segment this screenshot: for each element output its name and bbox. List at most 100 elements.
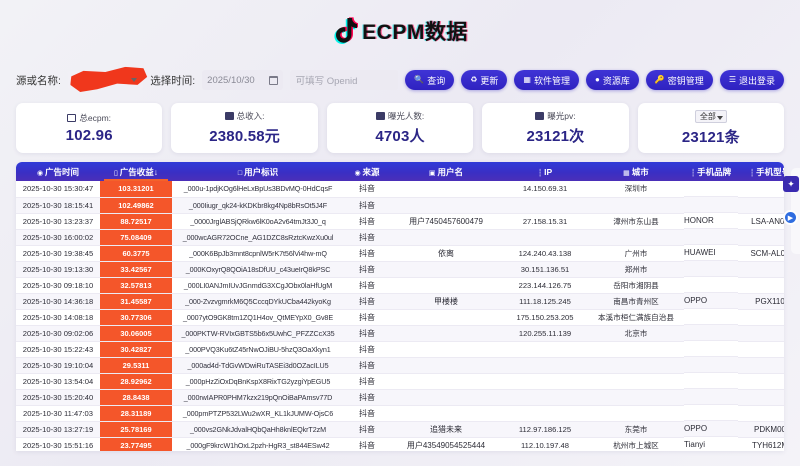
cell-username xyxy=(390,261,502,278)
play-icon[interactable]: ▶ xyxy=(785,212,796,223)
source-select[interactable] xyxy=(67,71,143,90)
cell-phone-model: LSA-AN00 xyxy=(738,213,784,230)
cell-phone-model xyxy=(738,277,784,294)
cell-ad-time: 2025-10-30 13:54:04 xyxy=(16,373,100,390)
cell-source: 抖音 xyxy=(344,341,390,358)
table-body: 2025-10-30 15:30:47 103.31201 _000u-1pdjKO… xyxy=(16,181,784,451)
action-button-group: 🔍 查询 ♻ 更新 ▦ 软件管理 ● 资源库 🔑 密钥管理 ☰ 退出登录 xyxy=(405,70,784,90)
cell-source: 抖音 xyxy=(344,373,390,390)
table-row[interactable]: 2025-10-30 19:38:45 60.3775 _000K6BpJb3mnt… xyxy=(16,245,784,262)
column-header-phone-brand[interactable]: ┆ 手机品牌 xyxy=(684,162,738,181)
cell-city: 东莞市 xyxy=(588,421,684,438)
table-row[interactable]: 2025-10-30 11:47:03 28.31189 _000pmPTZP532… xyxy=(16,405,784,422)
key-manage-button[interactable]: 🔑 密钥管理 xyxy=(645,70,713,90)
cell-ad-time: 2025-10-30 19:10:04 xyxy=(16,357,100,374)
cell-ad-revenue: 28.8438 xyxy=(100,389,172,406)
date-input[interactable]: 2025/10/30 xyxy=(202,70,283,90)
cell-phone-model xyxy=(738,197,784,214)
column-header-source[interactable]: ◉ 来源 xyxy=(344,162,390,181)
table-row[interactable]: 2025-10-30 14:08:18 30.77306 _0007ytO9GK8t… xyxy=(16,309,784,326)
cell-ip: 124.240.43.138 xyxy=(502,245,588,262)
stat-card-income: 总收入: 2380.58元 xyxy=(171,103,318,153)
openid-search-input[interactable]: 可填写 Openid xyxy=(289,70,399,90)
logout-button[interactable]: ☰ 退出登录 xyxy=(719,70,784,90)
table-row[interactable]: 2025-10-30 09:02:06 30.06005 _000PKTW-RVIx… xyxy=(16,325,784,342)
table-row[interactable]: 2025-10-30 13:23:37 88.72517 _0000JrglABSj… xyxy=(16,213,784,230)
column-header-username[interactable]: ▣ 用户名 xyxy=(390,162,502,181)
sparkle-icon[interactable]: ✦ xyxy=(783,176,799,192)
stat-label: 总ecpm: xyxy=(67,112,111,124)
eye-icon xyxy=(535,112,545,120)
cell-city: 漳州市东山县 xyxy=(588,213,684,230)
cell-user-id: _000vs2GNkJdvalHQbQaHh8knlEQkrT2zM xyxy=(172,421,344,438)
cell-phone-model xyxy=(738,261,784,278)
cell-city: 深圳市 xyxy=(588,181,684,198)
column-header-ad-time[interactable]: ◉ 广告时间 xyxy=(16,162,100,181)
cell-user-id: _000ad4d-TdGvWDwiRuTASEi3d0OZacILU5 xyxy=(172,357,344,374)
column-header-ad-revenue[interactable]: ▯ 广告收益↓ xyxy=(100,162,172,181)
cell-username xyxy=(390,405,502,422)
brand: ECPM数据 xyxy=(332,16,468,46)
key-manage-button-label: 密钥管理 xyxy=(667,75,704,86)
software-manage-button[interactable]: ▦ 软件管理 xyxy=(514,70,579,90)
cell-user-id: _000KOxyrQ8QOiA18sDfUU_c43ueIrQ8kPSC xyxy=(172,261,344,278)
side-scroll-strip[interactable] xyxy=(791,168,800,254)
cell-user-id: _000LI0ANJmIUvJGnmdG3XCgJObx0laHfUgM xyxy=(172,277,344,294)
table-row[interactable]: 2025-10-30 15:51:16 23.77495 _000gF9krcW1h… xyxy=(16,437,784,451)
tiktok-note-icon xyxy=(332,16,359,46)
cell-phone-brand xyxy=(684,357,738,373)
table-row[interactable]: 2025-10-30 14:36:18 31.45587 _000-Zvzvgmrk… xyxy=(16,293,784,310)
stat-value: 23121条 xyxy=(681,128,740,146)
cell-source: 抖音 xyxy=(344,325,390,342)
cell-ad-time: 2025-10-30 09:02:06 xyxy=(16,325,100,342)
table-row[interactable]: 2025-10-30 19:10:04 29.5311 _000ad4d-TdGvW… xyxy=(16,357,784,374)
source-label: 源或名称: xyxy=(16,74,61,87)
table-row[interactable]: 2025-10-30 16:00:02 75.08409 _000wcAGR72OC… xyxy=(16,229,784,246)
cell-ip: 30.151.136.51 xyxy=(502,261,588,278)
cell-phone-brand xyxy=(684,341,738,357)
logout-button-label: 退出登录 xyxy=(738,75,775,86)
cell-ad-revenue: 30.06005 xyxy=(100,325,172,342)
refresh-button[interactable]: ♻ 更新 xyxy=(461,70,508,90)
model-icon: ┆ xyxy=(749,169,755,177)
cell-ip: 14.150.69.31 xyxy=(502,181,588,198)
cell-phone-model xyxy=(738,229,784,246)
calendar-icon xyxy=(268,75,278,85)
cell-ad-time: 2025-10-30 11:47:03 xyxy=(16,405,100,422)
cell-source: 抖音 xyxy=(344,277,390,294)
stat-card-ecpm: 总ecpm: 102.96 xyxy=(16,103,163,153)
id-icon: □ xyxy=(237,169,243,177)
table-row[interactable]: 2025-10-30 13:54:04 28.92962 _000pHzZiOxDq… xyxy=(16,373,784,390)
cell-username: 追猎未来 xyxy=(390,421,502,438)
cell-source: 抖音 xyxy=(344,181,390,198)
stat-card-total-records: 全部 23121条 xyxy=(637,103,785,153)
table-row[interactable]: 2025-10-30 18:15:41 102.49862 _000Iiugr_qk… xyxy=(16,197,784,214)
cell-user-id: _000-ZvzvgmrkM6Q5CccqDYkUCba442kyoKg xyxy=(172,293,344,310)
cell-username xyxy=(390,389,502,406)
column-header-phone-model[interactable]: ┆手机型号 xyxy=(738,162,784,181)
cell-city: 岳阳市湘阴县 xyxy=(588,277,684,294)
records-filter-select[interactable]: 全部 xyxy=(694,109,727,123)
cell-phone-model: SCM-AL09 xyxy=(738,245,784,262)
query-button[interactable]: 🔍 查询 xyxy=(405,70,455,90)
column-header-city[interactable]: ▦ 城市 xyxy=(588,162,684,181)
cell-user-id: _000PKTW-RVIxGBTS5b6x5UwhC_PFZZCcX35 xyxy=(172,325,344,342)
table-row[interactable]: 2025-10-30 15:22:43 30.42827 _000PVQ3Ku6tZ… xyxy=(16,341,784,358)
column-header-ip[interactable]: ┆ IP xyxy=(502,162,588,181)
resource-library-button[interactable]: ● 资源库 xyxy=(585,70,639,90)
page-title: ECPM数据 xyxy=(362,21,468,44)
table-row[interactable]: 2025-10-30 13:27:19 25.78169 _000vs2GNkJdv… xyxy=(16,421,784,438)
column-header-user-id[interactable]: □ 用户标识 xyxy=(172,162,344,181)
table-row[interactable]: 2025-10-30 15:20:40 28.8438 _000rwIAPR0PHM… xyxy=(16,389,784,406)
cell-user-id: _000Iiugr_qk24-kKDKbr8kg4Np8bRsOt5J4F xyxy=(172,197,344,214)
table-row[interactable]: 2025-10-30 09:18:10 32.57813 _000LI0ANJmIU… xyxy=(16,277,784,294)
cell-ip xyxy=(502,405,588,422)
table-row[interactable]: 2025-10-30 15:30:47 103.31201 _000u-1pdjKO… xyxy=(16,181,784,198)
stat-value: 2380.58元 xyxy=(209,128,281,145)
stat-value: 102.96 xyxy=(65,127,113,144)
source-icon: ◉ xyxy=(354,169,361,177)
table-row[interactable]: 2025-10-30 19:13:30 33.42567 _000KOxyrQ8QO… xyxy=(16,261,784,278)
cell-username xyxy=(390,229,502,246)
cell-username xyxy=(390,277,502,294)
cell-user-id: _000wcAGR72OCne_AG1DZC8sRztcKwzXu0ul xyxy=(172,229,344,246)
